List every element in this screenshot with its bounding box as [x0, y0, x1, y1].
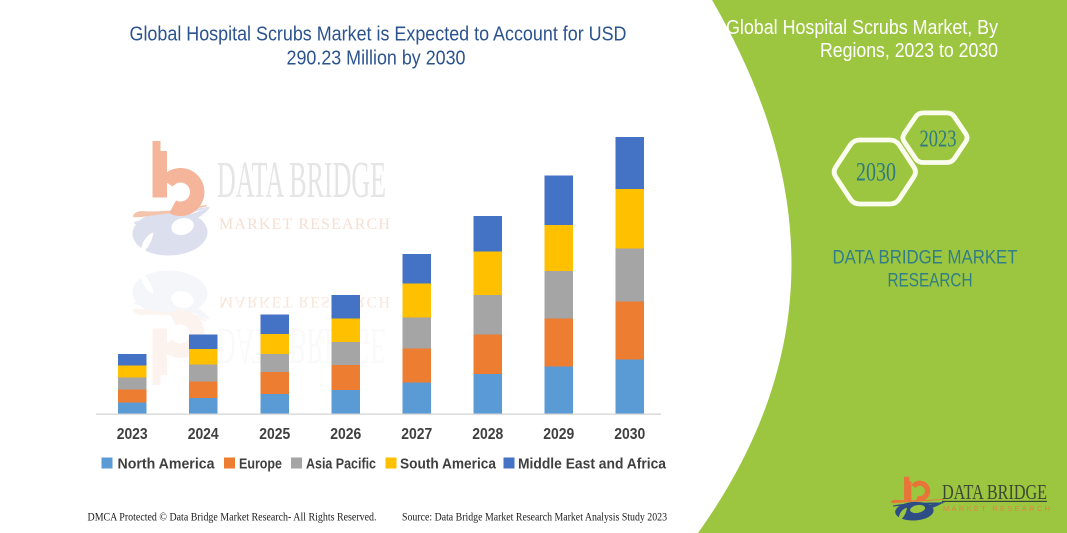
svg-text:Global Hospital Scrubs Market: Global Hospital Scrubs Market is Expecte…: [130, 24, 627, 46]
svg-text:MARKET RESEARCH: MARKET RESEARCH: [943, 504, 1052, 513]
svg-text:2029: 2029: [543, 426, 574, 443]
svg-text:2024: 2024: [188, 426, 219, 443]
svg-text:2023: 2023: [117, 426, 148, 443]
svg-text:RESEARCH: RESEARCH: [888, 271, 973, 292]
svg-text:MARKET RESEARCH: MARKET RESEARCH: [219, 216, 391, 233]
svg-text:2030: 2030: [614, 426, 645, 443]
svg-text:DATA BRIDGE: DATA BRIDGE: [942, 480, 1047, 504]
svg-text:2030: 2030: [856, 158, 896, 187]
svg-text:Europe: Europe: [239, 456, 282, 473]
svg-text:DATA BRIDGE: DATA BRIDGE: [217, 317, 386, 374]
svg-text:2027: 2027: [401, 426, 432, 443]
svg-text:DMCA Protected © Data Bridge M: DMCA Protected © Data Bridge Market Rese…: [88, 510, 377, 524]
svg-text:North America: North America: [118, 456, 216, 473]
svg-text:Regions, 2023 to 2030: Regions, 2023 to 2030: [820, 40, 998, 62]
svg-text:2023: 2023: [920, 127, 957, 153]
svg-text:MARKET RESEARCH: MARKET RESEARCH: [219, 293, 391, 310]
svg-text:South America: South America: [400, 456, 497, 473]
svg-text:Global Hospital Scrubs Market,: Global Hospital Scrubs Market, By: [726, 17, 998, 39]
svg-text:DATA BRIDGE MARKET: DATA BRIDGE MARKET: [833, 248, 1018, 269]
svg-text:2026: 2026: [330, 426, 361, 443]
svg-text:Middle East and Africa: Middle East and Africa: [518, 456, 667, 473]
svg-text:Source: Data Bridge Market Res: Source: Data Bridge Market Research Mark…: [402, 510, 667, 524]
svg-text:2025: 2025: [259, 426, 290, 443]
svg-text:DATA BRIDGE: DATA BRIDGE: [217, 152, 386, 209]
svg-text:2028: 2028: [472, 426, 503, 443]
svg-text:Asia Pacific: Asia Pacific: [306, 456, 376, 473]
svg-text:290.23 Million by 2030: 290.23 Million by 2030: [287, 48, 466, 70]
